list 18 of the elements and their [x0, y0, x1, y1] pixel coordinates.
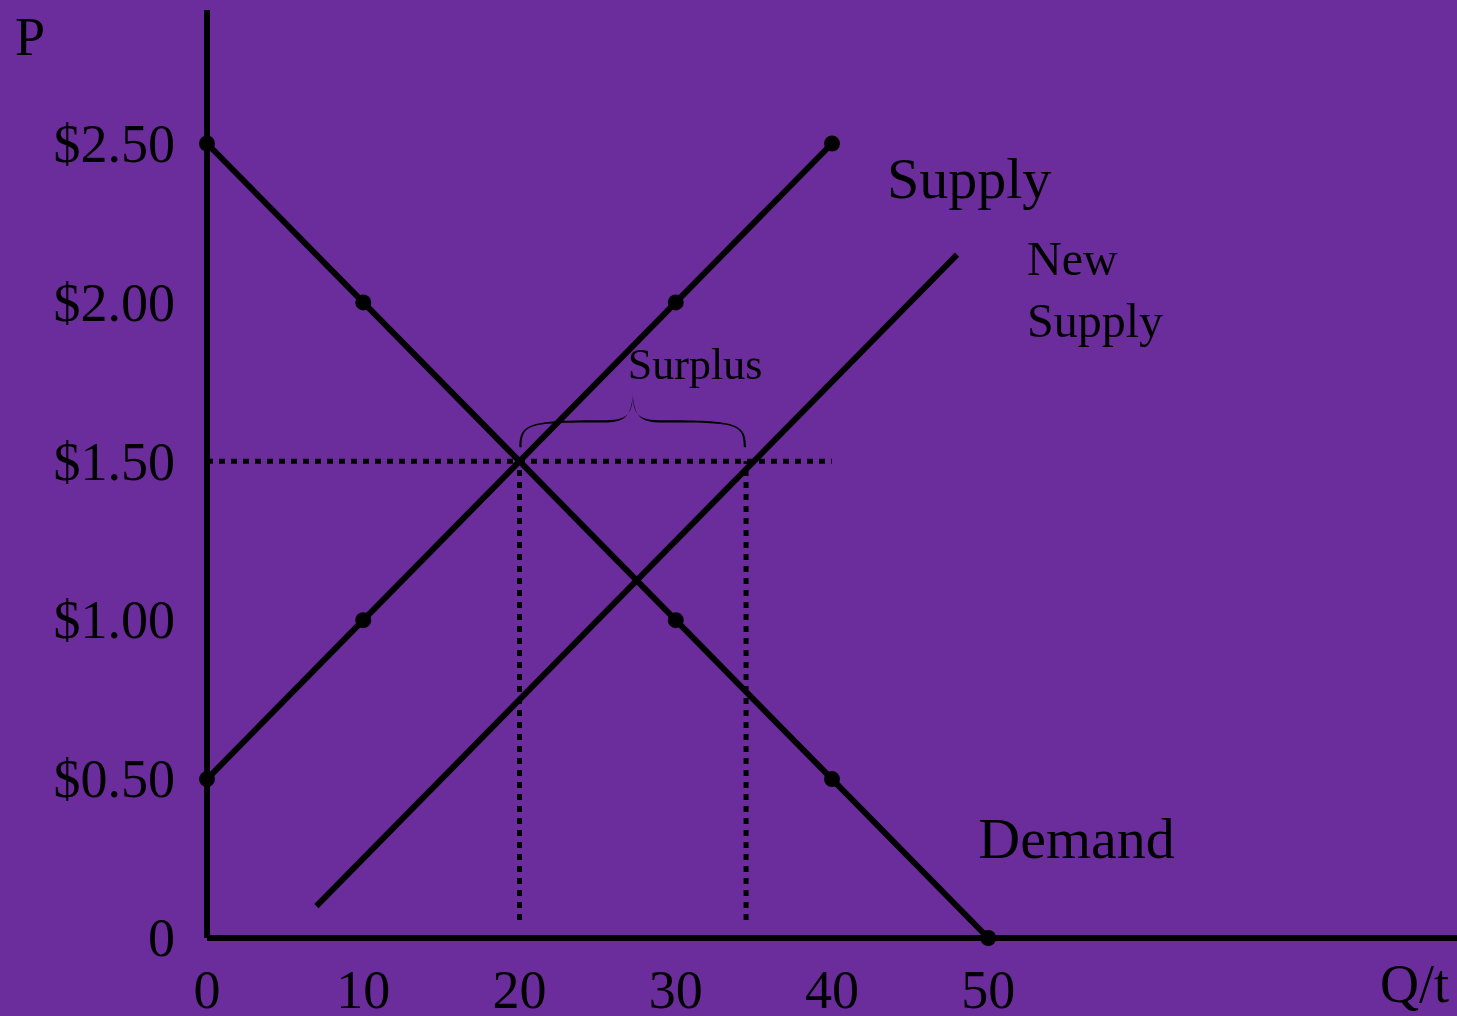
x-tick-label: 30 [648, 960, 703, 1016]
series-label: Demand [978, 806, 1175, 871]
y-tick-label: $2.00 [53, 272, 175, 333]
y-tick-label: $0.50 [53, 749, 175, 810]
x-axis-title: Q/t [1379, 954, 1449, 1014]
x-tick-label: 10 [336, 960, 391, 1016]
x-tick-label: 50 [961, 960, 1016, 1016]
series-label: Supply [887, 146, 1052, 212]
annotation: Surplus [627, 340, 763, 390]
y-tick-label: $2.50 [53, 113, 175, 174]
series-label: New Supply [1027, 231, 1164, 348]
y-tick-label: $1.50 [53, 431, 175, 492]
x-tick-label: 20 [492, 960, 547, 1016]
x-tick-label: 0 [193, 960, 221, 1016]
y-tick-label: $1.00 [53, 590, 175, 651]
y-axis-title: P [15, 7, 46, 67]
x-tick-label: 40 [805, 960, 859, 1016]
y-tick-label: 0 [148, 908, 175, 969]
